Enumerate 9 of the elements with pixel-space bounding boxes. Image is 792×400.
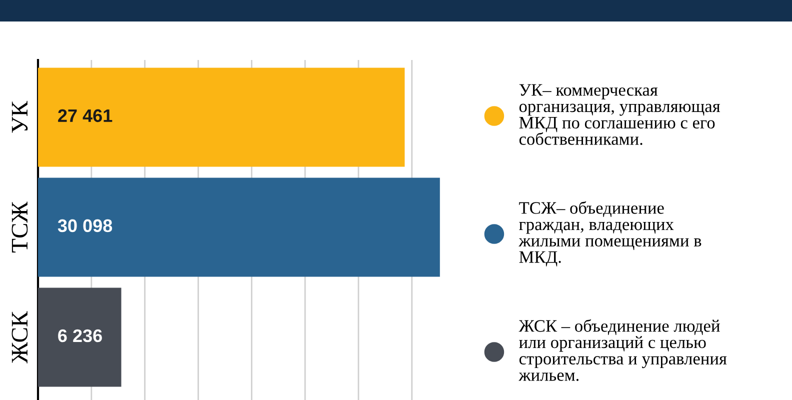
text: ТСЖ– объединение граждан, владеющих жилыми помещениями в МКД. bbox=[518, 201, 702, 266]
y-tick-label: УК bbox=[12, 100, 28, 133]
data-label: 27 461 bbox=[58, 109, 112, 122]
text: УК– коммерческая организация, управляющая МКД по соглашению с его собственниками. bbox=[519, 84, 720, 145]
data-label: 30 098 bbox=[58, 219, 112, 232]
data-label: 6 236 bbox=[58, 329, 102, 342]
text: ЖСК – объединение людей или организаций с целью строительства и управления жильем. bbox=[518, 319, 727, 381]
y-tick-label: ЖСК bbox=[12, 311, 28, 364]
y-tick-label: ТСЖ bbox=[12, 202, 28, 252]
